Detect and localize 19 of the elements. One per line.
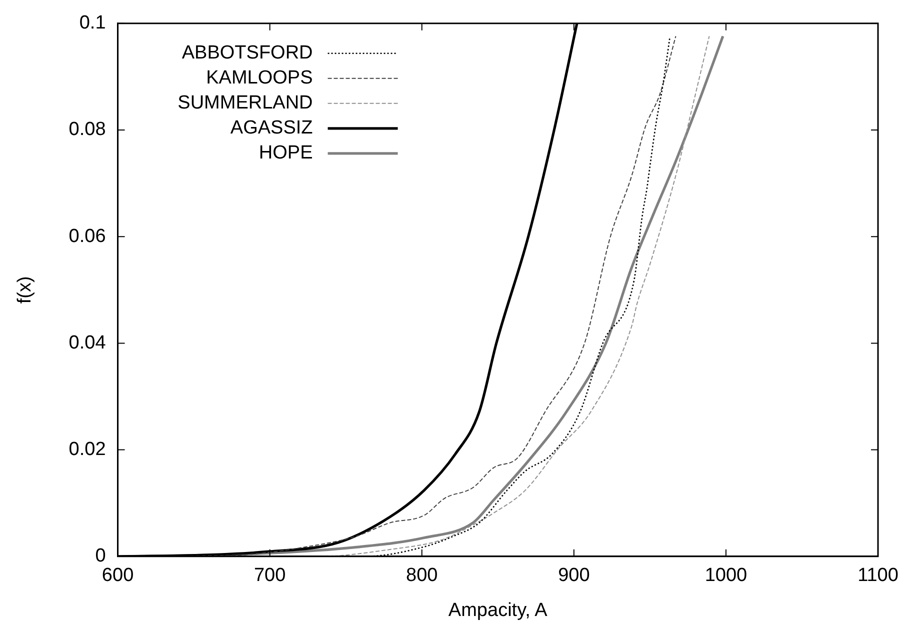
y-tick-label: 0.1 bbox=[79, 12, 106, 34]
legend-label: AGASSIZ bbox=[230, 118, 314, 139]
y-tick-label: 0.06 bbox=[68, 226, 106, 247]
y-tick-label: 0.02 bbox=[68, 439, 106, 460]
legend-label: HOPE bbox=[258, 142, 313, 164]
x-axis-title: Ampacity, A bbox=[448, 600, 548, 621]
x-tick-label: 1100 bbox=[858, 565, 898, 586]
x-tick-label: 900 bbox=[558, 565, 590, 586]
y-axis-title: f(x) bbox=[14, 276, 36, 304]
legend-label: ABBOTSFORD bbox=[182, 42, 313, 64]
x-tick-label: 600 bbox=[102, 565, 134, 586]
y-tick-label: 0.04 bbox=[68, 332, 106, 354]
legend-label: KAMLOOPS bbox=[206, 68, 313, 89]
x-tick-label: 700 bbox=[254, 565, 286, 586]
legend-label: SUMMERLAND bbox=[178, 92, 313, 114]
y-tick-label: 0 bbox=[95, 546, 106, 567]
y-tick-label: 0.08 bbox=[68, 119, 106, 140]
x-tick-label: 800 bbox=[406, 565, 438, 586]
x-tick-label: 1000 bbox=[704, 565, 748, 586]
